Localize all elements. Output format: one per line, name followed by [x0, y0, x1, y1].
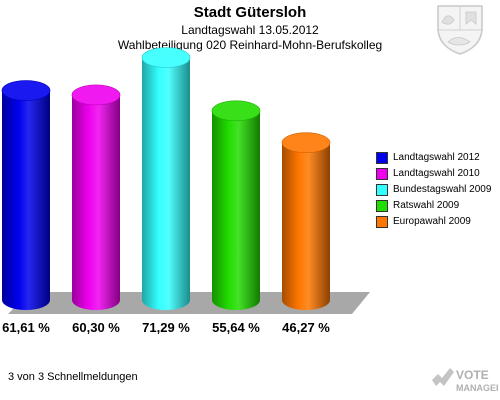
legend-swatch [376, 216, 388, 228]
footer-note: 3 von 3 Schnellmeldungen [8, 371, 138, 383]
logo-text-manager: MANAGER [456, 383, 498, 393]
value-label: 61,61 % [2, 320, 50, 335]
vote-manager-logo: VOTE MANAGER [432, 368, 498, 393]
nrw-coat-of-arms-icon [437, 5, 483, 55]
bar-body [2, 90, 50, 310]
bar-cap [211, 100, 261, 122]
legend-label: Landtagswahl 2010 [393, 168, 480, 179]
legend-swatch [376, 152, 388, 164]
value-label: 46,27 % [282, 320, 330, 335]
bar-cap [71, 84, 121, 106]
bar-cap [141, 47, 191, 68]
legend-swatch [376, 168, 388, 180]
legend-swatch [376, 184, 388, 196]
bar-1 [1, 80, 51, 310]
chart-description: Wahlbeteiligung 020 Reinhard-Mohn-Berufs… [117, 38, 383, 52]
bar-cap [281, 132, 331, 153]
chart-legend: Landtagswahl 2012 Landtagswahl 2010 Bundes… [376, 150, 491, 230]
legend-swatch [376, 200, 388, 212]
bar-3 [141, 47, 191, 310]
value-label: 55,64 % [212, 320, 260, 335]
bar-body [212, 110, 260, 310]
legend-label: Bundestagswahl 2009 [393, 184, 492, 195]
value-label: 71,29 % [142, 320, 190, 335]
legend-item: Europawahl 2009 [376, 214, 491, 230]
chart-header: Stadt Gütersloh Landtagswahl 13.05.2012 … [0, 4, 500, 53]
legend-label: Europawahl 2009 [393, 216, 471, 227]
legend-label: Landtagswahl 2012 [393, 152, 480, 163]
bar-2 [71, 84, 121, 310]
bar-group [1, 47, 331, 310]
bar-body [142, 57, 190, 310]
legend-label: Ratswahl 2009 [393, 200, 460, 211]
bar-5 [281, 132, 331, 310]
bar-body [282, 142, 330, 310]
logo-text-vote: VOTE [456, 368, 489, 382]
legend-item: Ratswahl 2009 [376, 198, 491, 214]
legend-item: Landtagswahl 2012 [376, 150, 491, 166]
bar-4 [211, 100, 261, 310]
legend-item: Landtagswahl 2010 [376, 166, 491, 182]
value-label: 60,30 % [72, 320, 120, 335]
chart-subtitle: Landtagswahl 13.05.2012 [181, 23, 319, 37]
legend-item: Bundestagswahl 2009 [376, 182, 491, 198]
bar-body [72, 94, 120, 310]
bar-cap [1, 80, 51, 101]
chart-title: Stadt Gütersloh [193, 4, 307, 21]
